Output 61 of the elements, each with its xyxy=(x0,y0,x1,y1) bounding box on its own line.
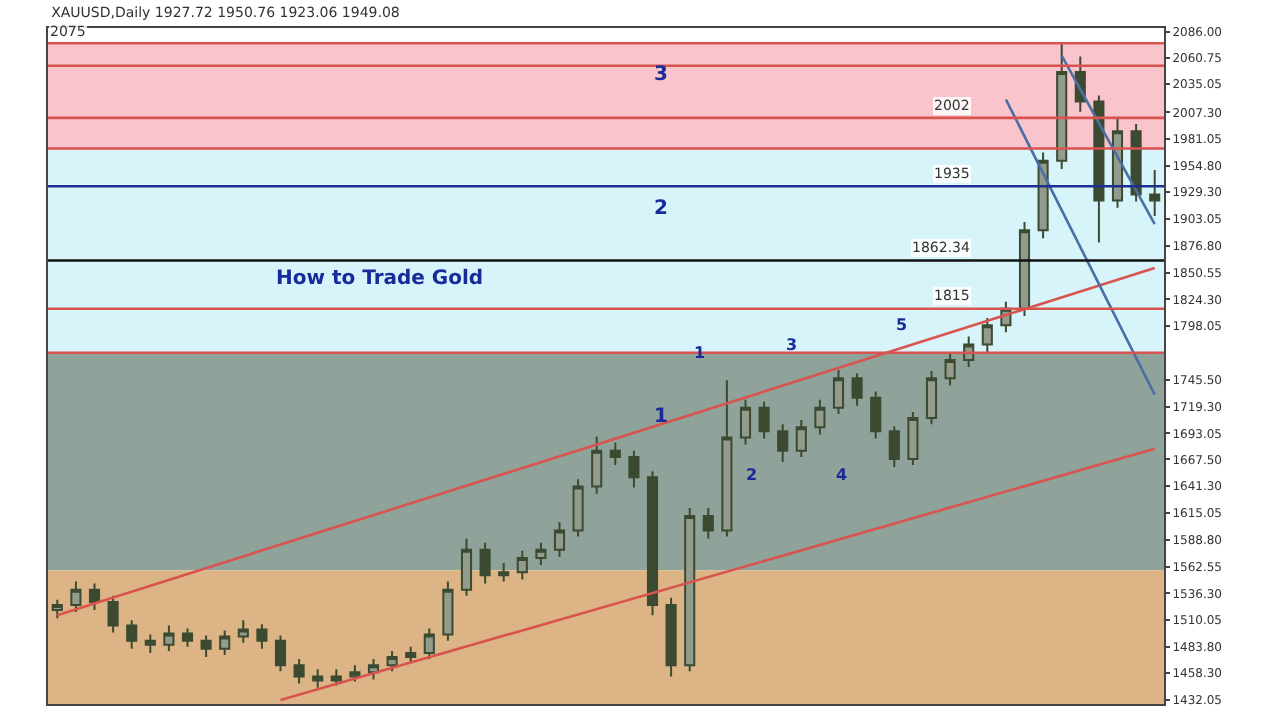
candlestick xyxy=(907,410,919,467)
candlestick xyxy=(293,658,305,685)
candlestick xyxy=(70,580,82,614)
candlestick xyxy=(832,369,845,415)
candlestick xyxy=(758,400,770,440)
candlestick xyxy=(1149,168,1161,217)
candlestick xyxy=(572,478,584,538)
candlestick xyxy=(274,634,287,673)
annotation: 4 xyxy=(836,466,848,484)
candlestick xyxy=(200,634,212,659)
candlestick xyxy=(442,580,454,642)
candlestick xyxy=(181,627,194,648)
candlestick xyxy=(925,370,938,426)
candlestick xyxy=(312,668,324,689)
candlestick xyxy=(88,582,101,612)
band-label: 2 xyxy=(654,198,668,220)
candlestick xyxy=(479,541,491,585)
candlestick xyxy=(256,623,268,650)
annotation: 2 xyxy=(746,466,758,484)
band-label: 1 xyxy=(654,406,668,428)
candlestick xyxy=(665,596,677,678)
candlestick xyxy=(423,627,435,661)
candlestick xyxy=(981,317,993,354)
candlestick xyxy=(535,541,547,567)
candlestick xyxy=(702,506,714,540)
candlestick xyxy=(591,435,603,495)
annotation: How to Trade Gold xyxy=(276,268,484,290)
candlestick xyxy=(739,398,752,446)
annotation: 3 xyxy=(786,336,798,354)
candlestick xyxy=(237,619,249,644)
candlestick xyxy=(684,506,696,673)
candlestick xyxy=(888,425,900,469)
band-label: 3 xyxy=(654,64,668,86)
candlestick xyxy=(144,633,156,654)
candlestick xyxy=(386,649,398,673)
candlestick xyxy=(777,423,789,463)
candlestick xyxy=(944,351,956,387)
candlestick xyxy=(405,645,417,665)
candlestick xyxy=(126,619,138,650)
candlestick xyxy=(814,398,826,436)
candlestick xyxy=(330,668,342,687)
candlestick xyxy=(1056,42,1068,170)
candlestick xyxy=(721,379,733,538)
candlestick xyxy=(498,562,510,583)
candlestick xyxy=(553,521,566,558)
annotation: 5 xyxy=(896,316,908,334)
candlestick xyxy=(51,598,63,620)
candlestick xyxy=(219,629,231,656)
candlestick xyxy=(107,594,119,634)
candlestick xyxy=(460,537,473,597)
candlestick xyxy=(349,664,361,683)
candlestick xyxy=(609,441,621,467)
candlestick xyxy=(851,372,863,407)
candlestick xyxy=(516,549,528,581)
candlestick xyxy=(646,470,659,617)
candlestick xyxy=(628,449,640,489)
annotation: 1 xyxy=(694,344,706,362)
candlestick xyxy=(163,624,175,652)
candlestick xyxy=(870,390,882,440)
candlestick xyxy=(1018,221,1031,317)
candlestick xyxy=(795,419,807,458)
